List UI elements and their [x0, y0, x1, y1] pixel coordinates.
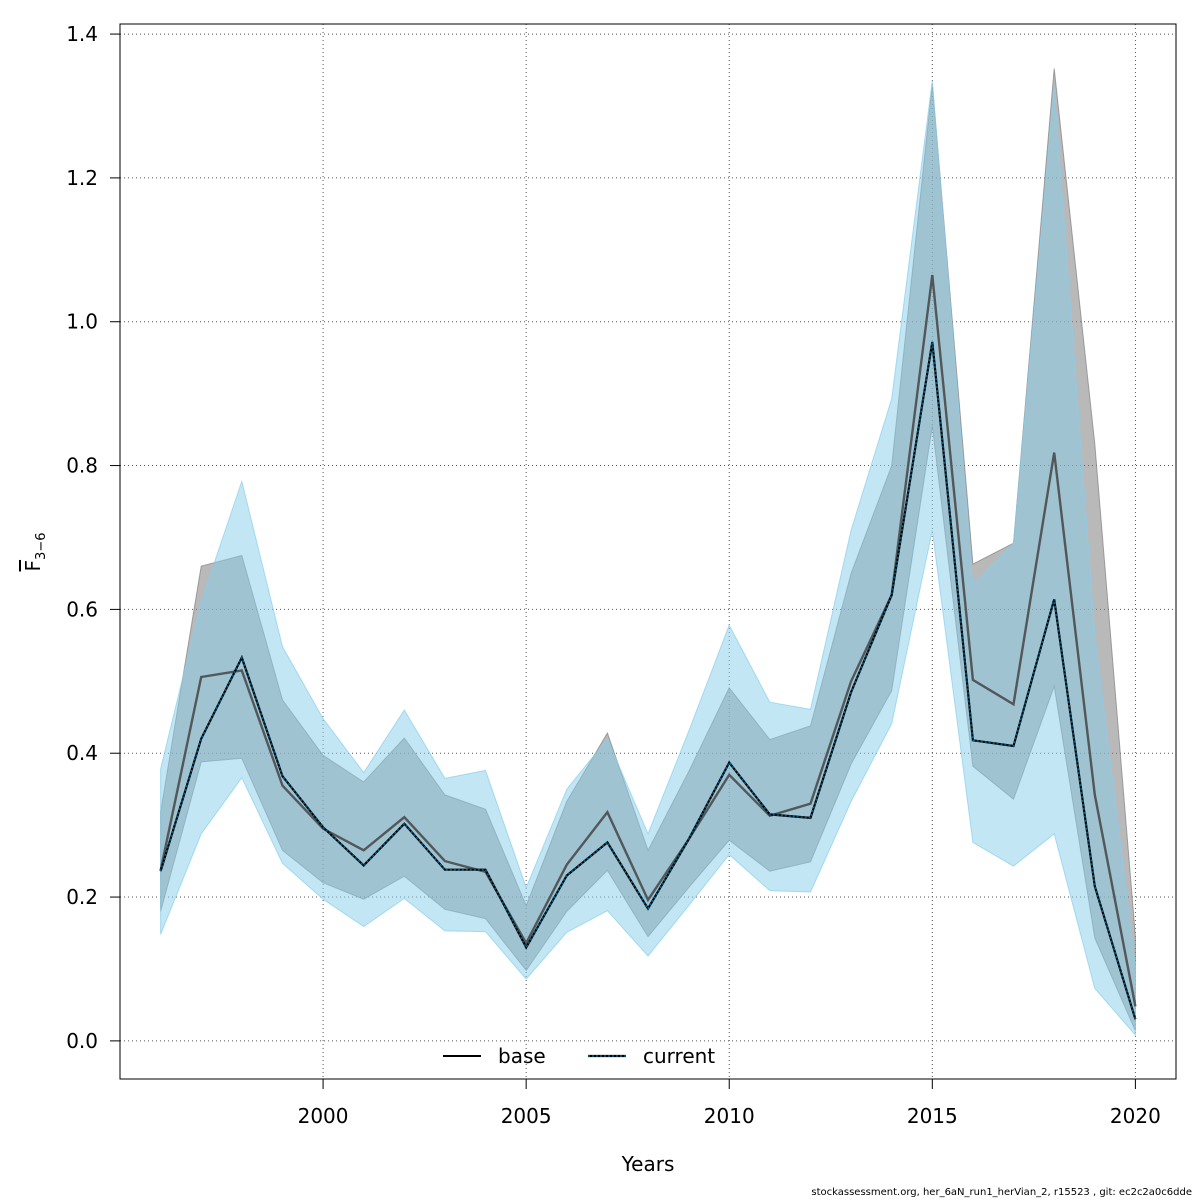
- confidence-band-current: [160, 80, 1136, 1037]
- series-lines: [159, 274, 1137, 1020]
- plot-frame: [119, 23, 1177, 1080]
- x-axis-title: Years: [621, 1152, 675, 1176]
- x-tick-label: 2020: [1110, 1104, 1161, 1128]
- x-tick-label: 2000: [298, 1104, 349, 1128]
- legend: base current: [443, 1044, 715, 1068]
- x-tick-label: 2010: [704, 1104, 755, 1128]
- x-tick-label: 2005: [501, 1104, 552, 1128]
- confidence-bands: [160, 68, 1136, 1037]
- y-tick-label: 0.8: [66, 454, 98, 478]
- y-tick-label: 1.2: [66, 166, 98, 190]
- y-tick-label: 0.4: [66, 741, 98, 765]
- y-tick-label: 0.2: [66, 885, 98, 909]
- legend-label-current: current: [643, 1044, 715, 1068]
- series-line-current: [159, 341, 1137, 1020]
- y-axis-title: F3−6: [21, 533, 49, 572]
- y-tick-label: 0.0: [66, 1029, 98, 1053]
- footer-credit: stockassessment.org, her_6aN_run1_herVia…: [811, 1187, 1192, 1198]
- y-tick-label: 1.0: [66, 310, 98, 334]
- legend-label-base: base: [498, 1044, 546, 1068]
- y-axis: 0.0 0.2 0.4 0.6 0.8 1.0 1.2 1.4: [66, 22, 120, 1053]
- y-tick-label: 0.6: [66, 597, 98, 621]
- y-axis-title-symbol: F: [21, 560, 45, 572]
- y-axis-title-subscript: 3−6: [34, 533, 49, 560]
- y-axis-title-group: F3−6: [21, 533, 49, 572]
- y-tick-label: 1.4: [66, 22, 98, 46]
- x-tick-label: 2015: [907, 1104, 958, 1128]
- x-axis: 2000 2005 2010 2015 2020: [298, 1079, 1161, 1128]
